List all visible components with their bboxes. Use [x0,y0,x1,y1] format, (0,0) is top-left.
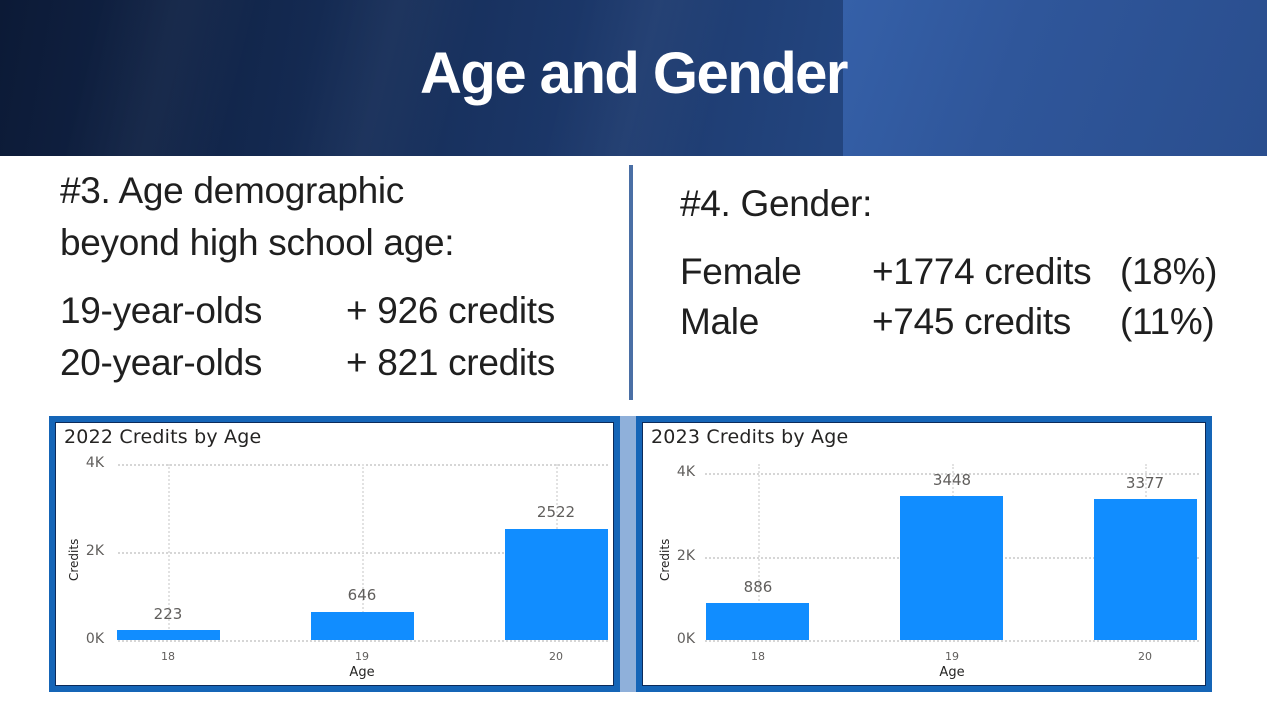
chart-title: 2022 Credits by Age [64,426,262,448]
x-tick: 19 [355,650,369,663]
age-row-value: + 926 credits [346,290,555,331]
gridline [118,640,608,642]
y-tick: 2K [85,543,104,559]
chart-2023-frame: 2023 Credits by Age Credits 4K 2K 0K 886… [636,416,1212,692]
x-tick: 20 [1138,650,1152,663]
age-row-value: + 821 credits [346,342,555,383]
data-label: 3377 [1125,474,1165,492]
bar-20[interactable] [1094,499,1197,640]
gender-row-label: Male [680,301,759,342]
x-axis-title: Age [939,665,965,680]
y-tick: 4K [676,464,695,480]
age-row-label: 20-year-olds [60,342,263,383]
title-banner: Age and Gender [0,0,1267,156]
x-tick: 18 [161,650,175,663]
data-label: 886 [743,578,773,596]
y-tick: 0K [676,631,695,647]
age-heading-line2: beyond high school age: [60,222,455,263]
gridline [705,640,1199,642]
bar-20[interactable] [505,529,608,640]
x-tick: 20 [549,650,563,663]
x-tick: 18 [751,650,765,663]
data-label: 3448 [932,471,972,489]
gender-row-label: Female [680,251,802,292]
x-axis-title: Age [349,665,375,680]
y-tick: 4K [85,455,104,471]
data-label: 223 [153,605,183,623]
banner-accent-panel [843,0,1267,156]
bar-18[interactable] [117,630,220,640]
gender-row-pct: (18%) [1120,251,1218,292]
gender-row-value: +745 credits [872,301,1071,342]
gridline [168,464,170,640]
x-tick: 19 [945,650,959,663]
gender-row-pct: (11%) [1120,301,1215,342]
page-title: Age and Gender [420,41,848,106]
gender-heading: #4. Gender: [680,183,873,224]
bar-18[interactable] [706,603,809,640]
gridline [758,464,760,640]
age-row-label: 19-year-olds [60,290,263,331]
section-divider [629,165,633,400]
chart-2022[interactable]: 2022 Credits by Age Credits 4K 2K 0K 223… [55,422,614,686]
bar-19[interactable] [900,496,1003,640]
bar-19[interactable] [311,612,414,640]
data-label: 2522 [536,503,576,521]
chart-2022-frame: 2022 Credits by Age Credits 4K 2K 0K 223… [49,416,620,692]
age-heading-line1: #3. Age demographic [60,170,404,211]
data-label: 646 [347,586,377,604]
charts-separator [620,416,636,692]
gender-row-value: +1774 credits [872,251,1092,292]
y-tick: 2K [676,548,695,564]
y-tick: 0K [85,631,104,647]
chart-2023[interactable]: 2023 Credits by Age Credits 4K 2K 0K 886… [642,422,1206,686]
chart-title: 2023 Credits by Age [651,426,849,448]
gridline [362,464,364,640]
